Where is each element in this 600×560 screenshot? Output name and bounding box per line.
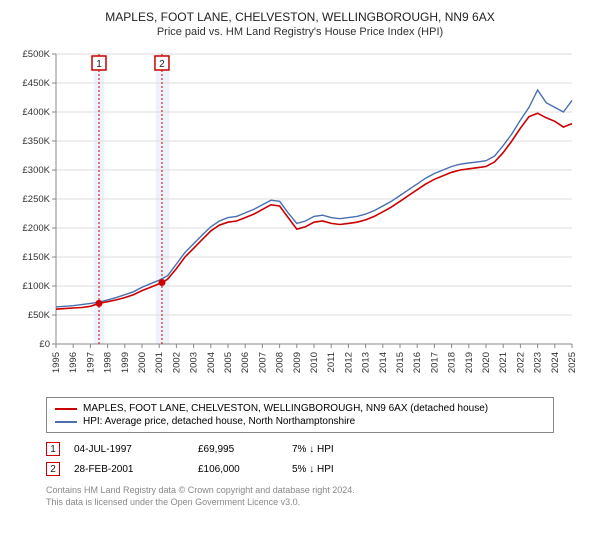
transaction-marker: 1 [46,442,60,456]
x-axis-label: 2011 [326,352,337,372]
x-axis-label: 2019 [464,352,475,373]
x-axis-label: 2006 [240,352,251,373]
x-axis-label: 2020 [481,352,492,373]
x-axis-label: 2004 [206,352,217,373]
transaction-diff: 5% ↓ HPI [292,464,372,475]
y-axis-label: £300K [23,165,51,176]
transaction-price: £106,000 [198,464,278,475]
x-axis-label: 2012 [343,352,354,373]
x-axis-label: 2016 [412,352,423,373]
footer-attribution: Contains HM Land Registry data © Crown c… [46,485,554,508]
series-price_paid [56,113,572,309]
x-axis-label: 2009 [292,352,303,373]
x-axis-label: 2003 [189,352,200,373]
transaction-date: 28-FEB-2001 [74,464,184,475]
legend-label: HPI: Average price, detached house, Nort… [83,416,355,427]
legend-swatch [55,421,77,423]
chart-subtitle: Price paid vs. HM Land Registry's House … [12,26,588,38]
transaction-date: 04-JUL-1997 [74,444,184,455]
x-axis-label: 2014 [378,352,389,373]
marker-number: 1 [96,59,102,70]
chart-svg: £0 £50K £100K £150K £200K £250K £300K £350K £400… [12,44,588,384]
x-axis-label: 1998 [103,352,114,373]
x-axis-label: 2015 [395,352,406,373]
transaction-diff: 7% ↓ HPI [292,444,372,455]
x-axis-label: 1995 [51,352,62,373]
transaction-row: 1 04-JUL-1997 £69,995 7% ↓ HPI [46,439,554,459]
chart-area: £0 £50K £100K £150K £200K £250K £300K £350K £400… [12,44,588,389]
marker-dot [96,300,103,307]
y-axis-label: £150K [23,252,51,263]
x-axis-label: 1996 [68,352,79,373]
transaction-marker: 2 [46,462,60,476]
x-axis-label: 2002 [171,352,182,373]
y-axis-label: £50K [28,310,51,321]
x-axis-label: 2005 [223,352,234,373]
x-axis-label: 2018 [447,352,458,373]
x-axis-label: 2010 [309,352,320,373]
x-axis-label: 1997 [85,352,96,373]
x-axis-label: 2013 [361,352,372,373]
x-axis-label: 2025 [567,352,578,373]
x-axis-label: 2022 [515,352,526,373]
x-axis-label: 2021 [498,352,509,373]
transaction-price: £69,995 [198,444,278,455]
x-axis-label: 2008 [275,352,286,373]
x-axis-label: 2017 [429,352,440,373]
x-axis-label: 2001 [154,352,165,373]
x-axis-label: 2023 [533,352,544,373]
x-axis-label: 2007 [257,352,268,373]
y-axis-label: £250K [23,194,51,205]
y-axis-label: £0 [39,339,50,350]
marker-number: 2 [159,59,165,70]
y-axis-label: £100K [23,281,51,292]
y-axis-label: £200K [23,223,51,234]
legend-item: MAPLES, FOOT LANE, CHELVESTON, WELLINGBO… [55,402,545,415]
footer-line-1: Contains HM Land Registry data © Crown c… [46,485,554,497]
footer-line-2: This data is licensed under the Open Gov… [46,497,554,509]
y-axis-label: £350K [23,136,51,147]
legend-item: HPI: Average price, detached house, Nort… [55,415,545,428]
transaction-row: 2 28-FEB-2001 £106,000 5% ↓ HPI [46,459,554,479]
legend-swatch [55,408,77,410]
transactions-table: 1 04-JUL-1997 £69,995 7% ↓ HPI 2 28-FEB-2001 £… [46,439,554,479]
x-axis-label: 2000 [137,352,148,373]
x-axis-label: 1999 [120,352,131,373]
y-axis-label: £450K [23,78,51,89]
marker-dot [158,279,165,286]
series-hpi [56,90,572,307]
y-axis-label: £500K [23,49,51,60]
chart-title: MAPLES, FOOT LANE, CHELVESTON, WELLINGBO… [12,10,588,24]
y-axis-label: £400K [23,107,51,118]
x-axis-label: 2024 [550,352,561,373]
legend-label: MAPLES, FOOT LANE, CHELVESTON, WELLINGBO… [83,403,488,414]
legend: MAPLES, FOOT LANE, CHELVESTON, WELLINGBO… [46,397,554,433]
